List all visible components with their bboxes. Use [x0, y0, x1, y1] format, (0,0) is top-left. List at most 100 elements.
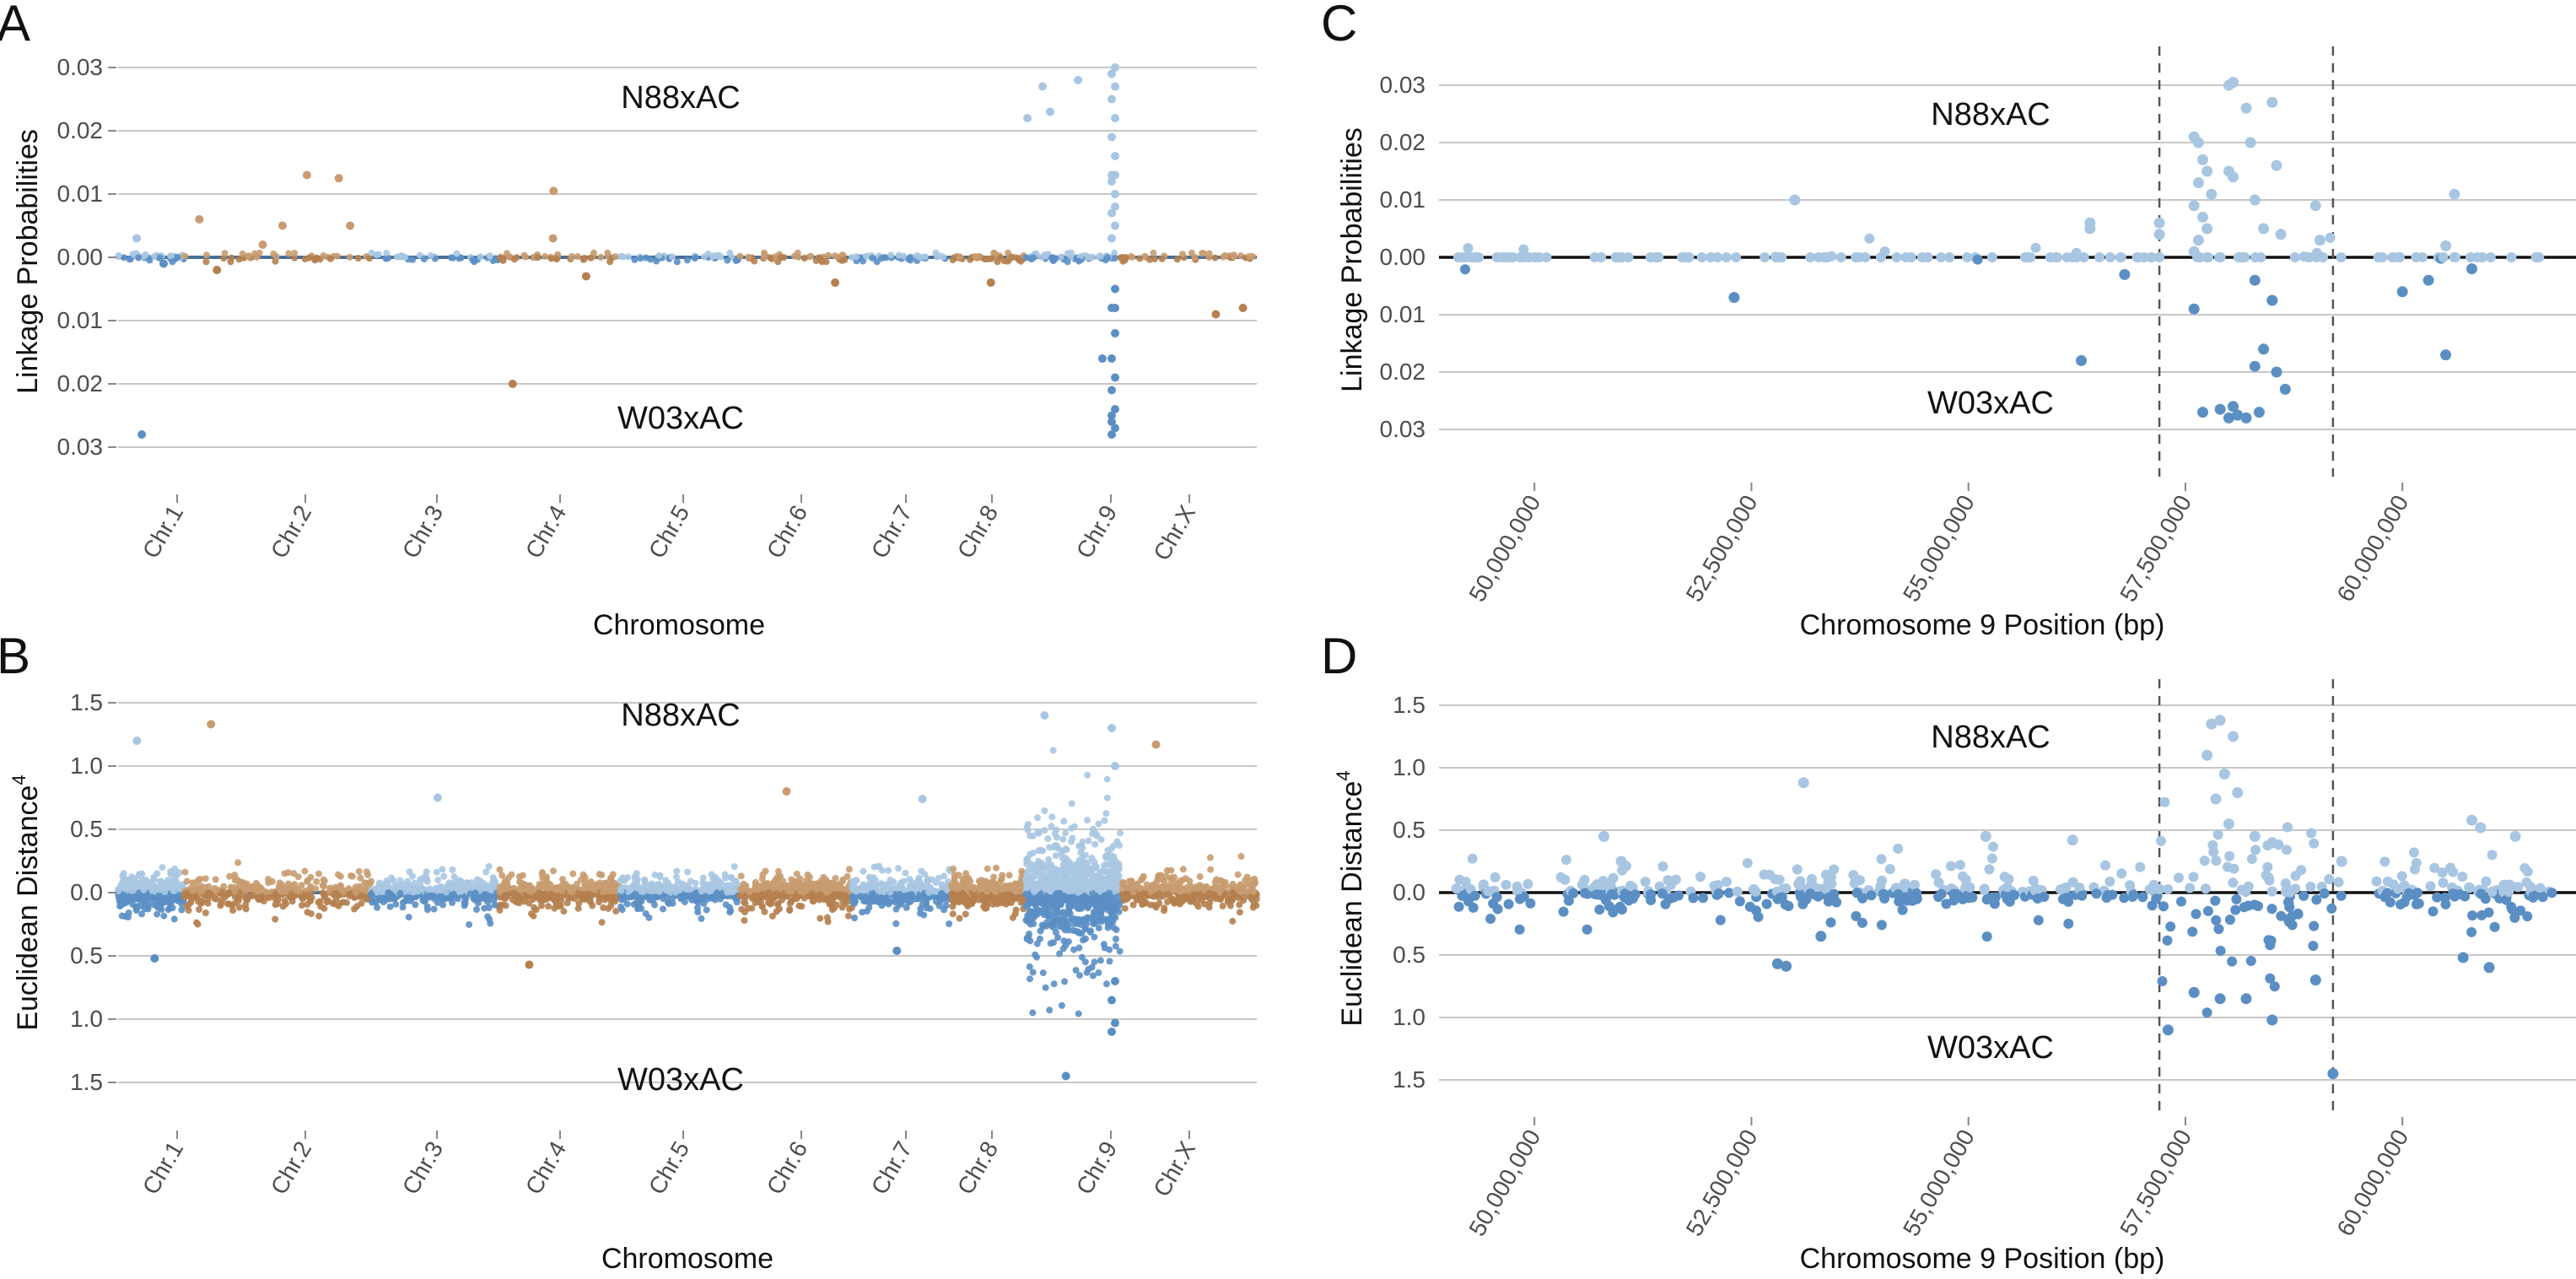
- data-point: [538, 881, 546, 888]
- data-point: [1159, 876, 1167, 883]
- panel-d-points: [1451, 715, 2557, 1080]
- panel-letter-d: D: [1321, 628, 1357, 684]
- data-point: [777, 872, 784, 880]
- data-point: [1090, 825, 1097, 833]
- data-point: [1075, 842, 1083, 850]
- data-point: [160, 894, 168, 902]
- x-tick-label: Chr.5: [644, 501, 694, 563]
- data-point: [351, 905, 358, 913]
- data-point: [1029, 850, 1037, 856]
- data-point: [2199, 855, 2210, 866]
- data-point: [1074, 888, 1081, 896]
- data-point: [1063, 894, 1070, 902]
- panel-letter-a: A: [0, 0, 30, 51]
- data-point: [623, 900, 631, 908]
- data-point: [1936, 252, 1947, 262]
- data-point: [221, 250, 229, 257]
- data-point: [1072, 967, 1080, 974]
- data-point: [1107, 430, 1116, 439]
- data-point: [2249, 360, 2261, 372]
- data-point: [1078, 953, 1086, 961]
- data-point: [2188, 303, 2200, 315]
- data-point: [150, 954, 159, 963]
- data-point: [412, 901, 419, 909]
- data-point: [724, 256, 731, 264]
- data-point: [436, 893, 444, 900]
- data-point: [1078, 930, 1086, 937]
- data-point: [660, 895, 667, 903]
- data-point: [335, 902, 342, 909]
- data-point: [528, 910, 535, 918]
- data-point: [951, 877, 958, 885]
- data-point: [1211, 310, 1221, 319]
- data-point: [984, 899, 991, 907]
- data-point: [2303, 252, 2314, 262]
- data-point: [392, 900, 400, 908]
- data-point: [1236, 909, 1243, 916]
- data-point: [673, 873, 680, 881]
- data-point: [1111, 284, 1119, 294]
- data-point: [2266, 96, 2278, 108]
- data-point: [761, 908, 768, 915]
- data-point: [1111, 1018, 1119, 1028]
- data-point: [242, 905, 250, 913]
- data-point: [860, 257, 867, 265]
- data-point: [442, 888, 450, 896]
- data-point: [335, 871, 342, 878]
- data-point: [1111, 424, 1119, 433]
- data-point: [1037, 864, 1045, 872]
- data-point: [726, 249, 734, 256]
- data-point: [612, 908, 620, 915]
- data-point: [346, 253, 353, 261]
- data-point: [461, 899, 468, 906]
- data-point: [2188, 200, 2200, 212]
- data-point: [1111, 249, 1118, 256]
- data-point: [800, 255, 808, 262]
- data-point: [942, 902, 950, 909]
- data-point: [1712, 252, 1723, 262]
- data-point: [1097, 354, 1107, 363]
- data-point: [311, 255, 319, 262]
- data-point: [409, 872, 416, 880]
- data-point: [1109, 866, 1117, 873]
- data-point: [326, 255, 334, 262]
- data-point: [683, 256, 691, 264]
- data-point: [1072, 882, 1080, 889]
- data-point: [304, 877, 311, 884]
- data-point: [1173, 256, 1181, 263]
- data-point: [1101, 892, 1108, 899]
- data-point: [1129, 901, 1137, 909]
- data-point: [2481, 876, 2492, 887]
- data-point: [158, 906, 165, 913]
- data-point: [1097, 873, 1104, 880]
- data-point: [957, 897, 965, 904]
- data-point: [956, 891, 963, 899]
- data-point: [2228, 401, 2239, 413]
- x-tick-label: 50,000,000: [1463, 491, 1545, 607]
- y-tick-label: 0.00: [1380, 244, 1426, 270]
- data-point: [276, 887, 283, 894]
- data-point: [1107, 208, 1116, 218]
- data-point: [1161, 904, 1168, 912]
- data-point: [757, 899, 764, 906]
- data-point: [2449, 188, 2460, 200]
- data-point: [497, 901, 504, 909]
- data-point: [320, 882, 327, 890]
- data-point: [1161, 882, 1168, 890]
- data-point: [574, 889, 582, 897]
- data-point: [816, 915, 824, 922]
- data-point: [212, 876, 219, 883]
- data-point: [1047, 940, 1054, 947]
- data-point: [1207, 866, 1215, 873]
- data-point: [136, 871, 143, 878]
- data-point: [1107, 177, 1116, 186]
- data-point: [617, 252, 625, 260]
- data-point: [1038, 253, 1046, 261]
- data-point: [1237, 252, 1244, 260]
- data-point: [738, 905, 746, 913]
- data-point: [737, 872, 745, 880]
- data-point: [700, 900, 708, 907]
- data-point: [1128, 253, 1134, 260]
- x-tick-label: Chr.X: [1148, 500, 1200, 564]
